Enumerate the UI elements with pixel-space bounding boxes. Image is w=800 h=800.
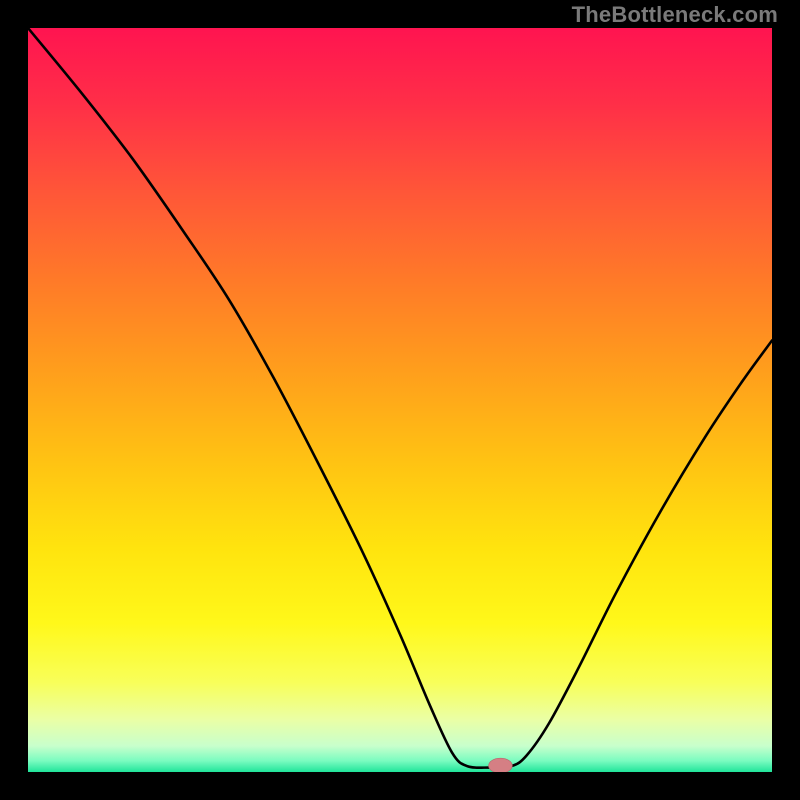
optimal-point-marker bbox=[489, 758, 513, 773]
bottleneck-curve-chart bbox=[0, 0, 800, 800]
plot-background-gradient bbox=[28, 28, 772, 772]
chart-frame: TheBottleneck.com bbox=[0, 0, 800, 800]
watermark-text: TheBottleneck.com bbox=[572, 2, 778, 28]
